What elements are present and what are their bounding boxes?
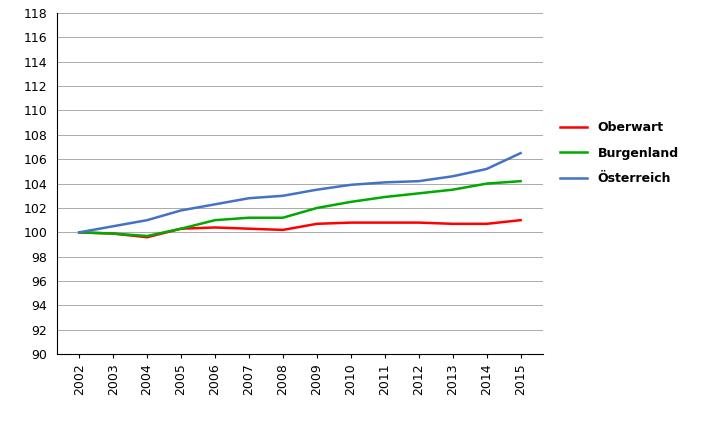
Österreich (75, 230, 84, 235)
Österreich (448, 174, 457, 179)
Oberwart (483, 221, 491, 226)
Oberwart (448, 221, 457, 226)
Burgenland (381, 194, 389, 200)
Oberwart (109, 231, 117, 236)
Oberwart (381, 220, 389, 225)
Burgenland (245, 215, 253, 220)
Oberwart (346, 220, 355, 225)
Österreich (177, 208, 186, 213)
Österreich (381, 180, 389, 185)
Burgenland (75, 230, 84, 235)
Burgenland (109, 231, 117, 236)
Burgenland (483, 181, 491, 186)
Line: Oberwart: Oberwart (79, 220, 521, 237)
Oberwart (516, 218, 525, 223)
Burgenland (143, 233, 151, 238)
Österreich (414, 178, 423, 184)
Line: Österreich: Österreich (79, 153, 521, 232)
Österreich (313, 187, 321, 192)
Österreich (516, 150, 525, 156)
Oberwart (245, 226, 253, 231)
Burgenland (414, 191, 423, 196)
Oberwart (313, 221, 321, 226)
Line: Burgenland: Burgenland (79, 181, 521, 236)
Oberwart (143, 235, 151, 240)
Oberwart (75, 230, 84, 235)
Österreich (483, 166, 491, 172)
Österreich (143, 218, 151, 223)
Österreich (278, 193, 287, 198)
Österreich (109, 224, 117, 229)
Oberwart (278, 227, 287, 232)
Burgenland (278, 215, 287, 220)
Burgenland (346, 199, 355, 204)
Oberwart (414, 220, 423, 225)
Legend: Oberwart, Burgenland, Österreich: Oberwart, Burgenland, Österreich (554, 115, 685, 191)
Österreich (346, 182, 355, 187)
Österreich (245, 196, 253, 201)
Oberwart (211, 225, 219, 230)
Burgenland (516, 178, 525, 184)
Oberwart (177, 226, 186, 231)
Österreich (211, 202, 219, 207)
Burgenland (211, 218, 219, 223)
Burgenland (448, 187, 457, 192)
Burgenland (177, 226, 186, 231)
Burgenland (313, 205, 321, 210)
